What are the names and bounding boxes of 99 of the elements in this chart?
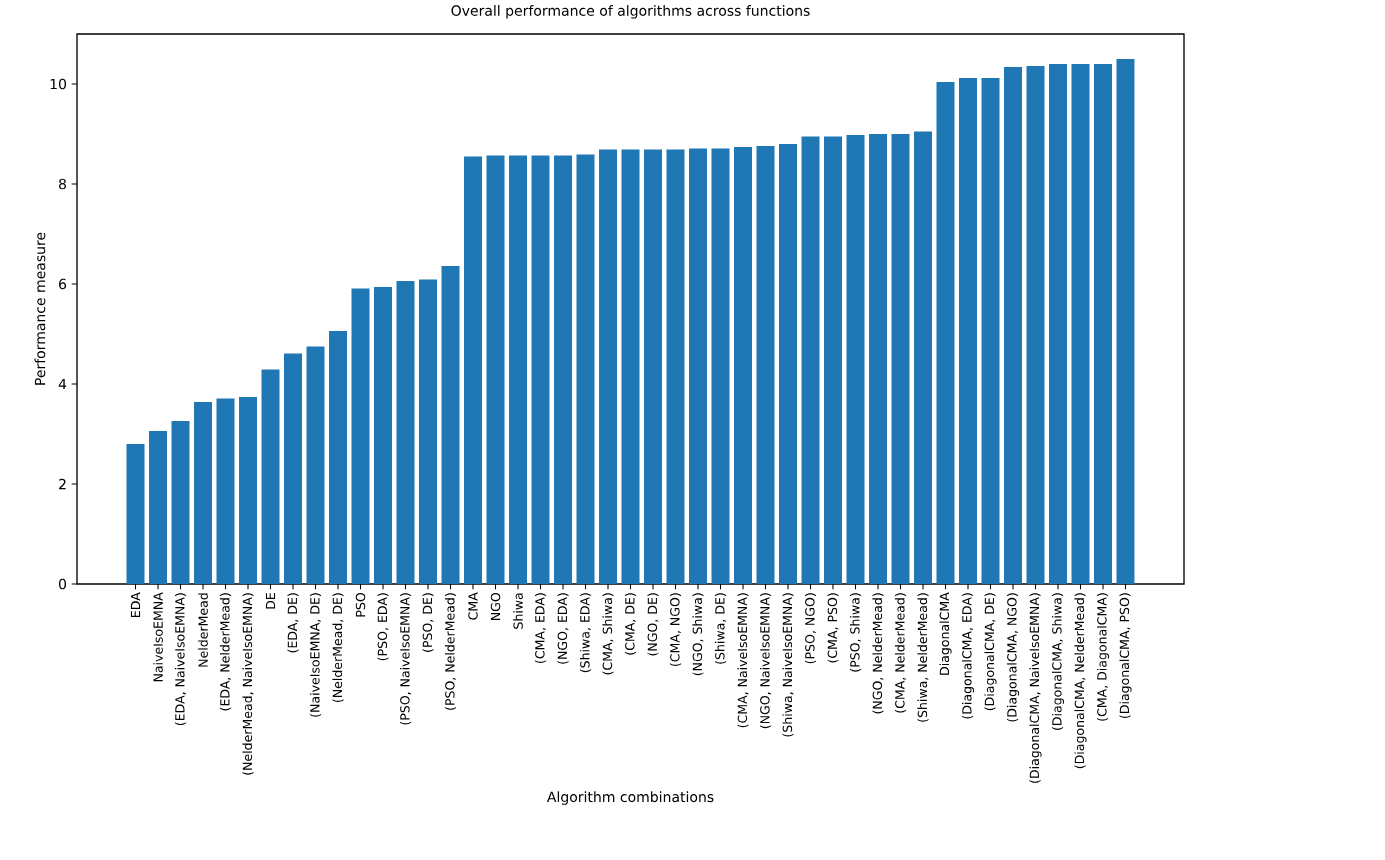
x-tick-label: (PSO, EDA): [377, 593, 389, 661]
bar: [126, 443, 145, 584]
bar: [576, 154, 595, 584]
y-tick-label: 10: [50, 78, 67, 90]
x-tick-label: (DiagonalCMA, NGO): [1006, 593, 1020, 722]
bar: [846, 134, 865, 584]
bar: [1049, 63, 1068, 584]
x-tick-label: (PSO, NelderMead): [444, 593, 457, 710]
x-tick-label: (CMA, DiagonalCMA): [1096, 593, 1110, 721]
bar: [194, 401, 213, 584]
x-tick-label: EDA: [130, 592, 141, 617]
bar: [419, 279, 438, 584]
x-tick-label: (EDA, NaiveIsoEMNA): [174, 593, 187, 726]
bar: [1116, 58, 1135, 584]
x-tick-label: DE: [265, 593, 276, 609]
x-tick-label: (NGO, DE): [647, 593, 659, 656]
bar: [464, 156, 483, 584]
x-tick-label: (EDA, DE): [287, 593, 299, 653]
y-tick-label: 2: [59, 478, 66, 490]
bar: [869, 133, 888, 584]
x-tick-label: (CMA, DE): [624, 593, 637, 655]
x-tick-label: (DiagonalCMA, NelderMead): [1074, 593, 1087, 769]
x-tick-label: (DiagonalCMA, NaiveIsoEMNA): [1029, 593, 1042, 783]
x-tick-label: (PSO, NGO): [804, 593, 817, 664]
bar: [441, 265, 460, 584]
bar: [711, 148, 730, 584]
x-tick-label: (NGO, EDA): [557, 593, 569, 664]
x-tick-label: (PSO, DE): [422, 593, 434, 652]
bar: [734, 146, 753, 584]
bar: [306, 346, 325, 584]
bar: [644, 149, 663, 584]
bar: [666, 149, 685, 584]
y-tick-label: 8: [59, 178, 66, 190]
bar: [936, 81, 955, 584]
bar: [1004, 66, 1022, 584]
bar: [531, 155, 550, 584]
x-tick-label: (PSO, Shiwa): [849, 593, 862, 672]
bar: [216, 398, 235, 584]
bar: [261, 369, 280, 584]
x-tick-label: (CMA, PSO): [827, 593, 839, 663]
bar: [981, 77, 1000, 584]
x-tick-label: (EDA, NelderMead): [219, 593, 232, 711]
bar: [689, 148, 708, 584]
bar: [284, 353, 303, 584]
x-tick-label: (NGO, NelderMead): [872, 593, 884, 714]
x-tick-label: NaiveIsoEMNA: [153, 592, 163, 682]
bar: [171, 420, 190, 584]
bar: [1094, 63, 1113, 584]
bar: [599, 149, 618, 584]
x-tick-label: (Shiwa, DE): [714, 593, 727, 664]
x-tick-label: NelderMead: [198, 593, 208, 667]
bar: [1071, 63, 1090, 584]
x-tick-label: (Shiwa, NaiveIsoEMNA): [782, 593, 794, 737]
x-tick-label: (DiagonalCMA, PSO): [1119, 593, 1132, 718]
bar: [239, 396, 258, 584]
x-tick-label: NGO: [490, 592, 501, 620]
bar: [486, 155, 505, 584]
y-tick-label: 6: [59, 278, 67, 290]
x-tick-label: (CMA, EDA): [534, 593, 547, 663]
x-tick-label: (NelderMead, DE): [332, 593, 344, 703]
bar: [396, 280, 415, 584]
x-tick-label: (NaiveIsoEMNA, DE): [309, 593, 322, 717]
x-axis-title: Algorithm combinations: [546, 791, 714, 805]
bar: [914, 131, 933, 584]
x-tick-label: (CMA, Shiwa): [602, 593, 614, 675]
x-tick-label: (CMA, NaiveIsoEMNA): [737, 593, 749, 728]
x-tick-label: CMA: [468, 592, 478, 620]
x-tick-label: (NelderMead, NaiveIsoEMNA): [242, 593, 254, 775]
x-tick-label: PSO: [355, 592, 366, 617]
x-tick-label: (DiagonalCMA, EDA): [961, 593, 975, 719]
bar: [329, 330, 348, 584]
x-tick-label: (NGO, Shiwa): [692, 593, 704, 676]
x-tick-label: (CMA, NGO): [669, 593, 682, 667]
bar: [779, 143, 798, 584]
x-tick-label: (Shiwa, EDA): [579, 593, 592, 673]
bar: [1026, 65, 1045, 584]
bar: [801, 136, 820, 584]
x-tick-label: (DiagonalCMA, DE): [984, 593, 997, 711]
bar: [891, 133, 910, 584]
bar: [374, 286, 393, 584]
y-tick-label: 4: [58, 378, 67, 390]
bar: [621, 149, 640, 584]
bar: [509, 155, 528, 584]
y-axis-title: Performance measure: [34, 232, 46, 385]
x-tick-label: DiagonalCMA: [939, 592, 952, 675]
x-tick-label: (CMA, NelderMead): [894, 593, 907, 713]
x-tick-label: (NGO, NaiveIsoEMNA): [759, 593, 772, 729]
y-tick-label: 0: [58, 578, 67, 590]
bar: [959, 77, 977, 584]
bar: [756, 145, 775, 584]
x-tick-label: (DiagonalCMA, Shiwa): [1051, 593, 1065, 730]
x-tick-label: Shiwa: [513, 593, 523, 629]
bar: [554, 155, 573, 584]
x-tick-label: (Shiwa, NelderMead): [917, 593, 929, 722]
bar: [351, 288, 370, 584]
bar: [149, 430, 168, 584]
chart-title: Overall performance of algorithms across functions: [451, 5, 810, 19]
bar: [824, 136, 843, 584]
x-tick-label: (PSO, NaiveIsoEMNA): [399, 593, 412, 725]
